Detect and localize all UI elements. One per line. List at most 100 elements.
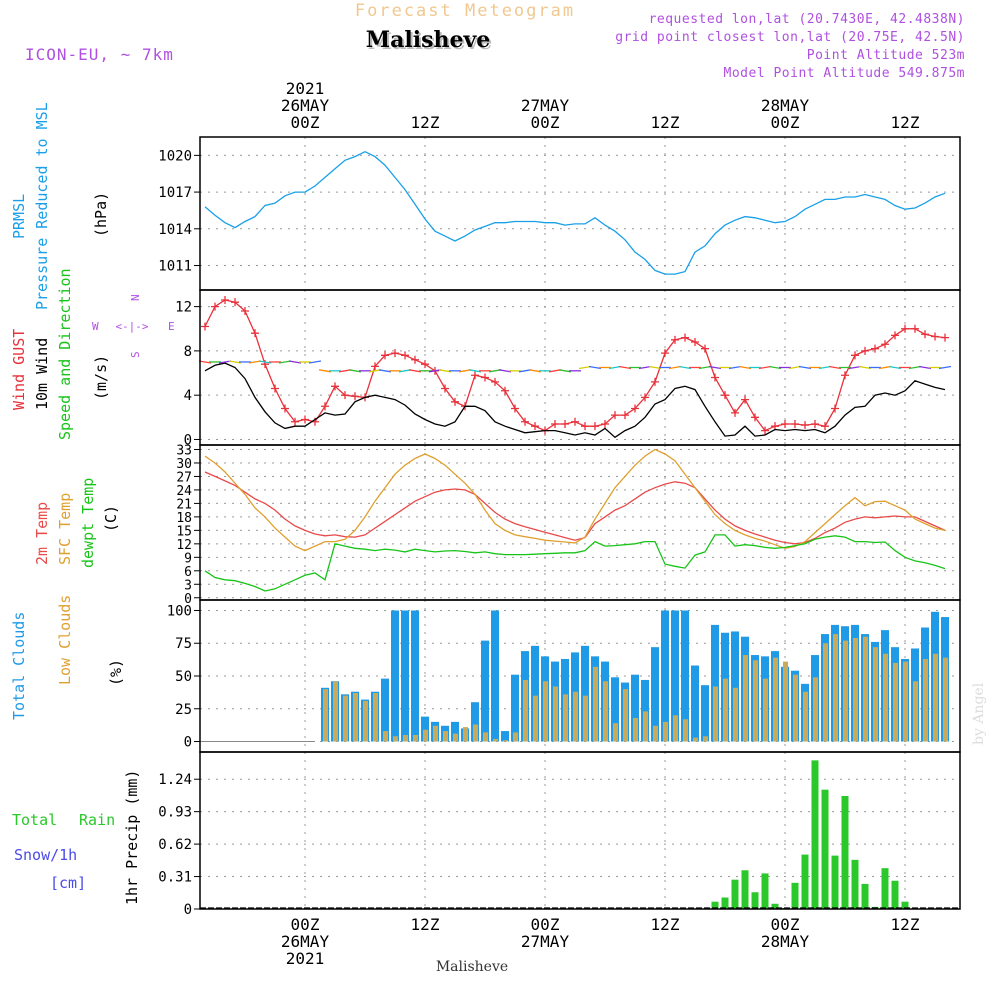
total-cloud-bar [581, 645, 589, 742]
total-cloud-bar [661, 610, 669, 742]
low-cloud-bar [553, 686, 558, 742]
low-cloud-bar [843, 640, 848, 742]
temp-ytick-label: 27 [176, 470, 192, 485]
wind-direction-arrow [408, 369, 422, 373]
low-cloud-bar [923, 658, 928, 742]
rain-bar [731, 879, 739, 909]
gust-marker [231, 298, 239, 307]
gust-line [204, 299, 946, 432]
rain-bar [861, 883, 869, 909]
low-cloud-bar [863, 636, 868, 742]
gust-marker [671, 335, 679, 344]
wind-ytick-label: 12 [175, 300, 192, 316]
precip-ytick-label: 0 [184, 902, 192, 918]
rain-bar [711, 901, 719, 909]
low-cloud-bar [773, 657, 778, 742]
temp-ytick-label: 0 [184, 592, 192, 607]
low-cloud-bar [723, 678, 728, 742]
wind-direction-arrow [318, 369, 332, 373]
gust-marker [221, 295, 229, 304]
pressure-panel-frame [199, 136, 961, 291]
total-cloud-bar [641, 679, 649, 742]
low-cloud-bar [353, 693, 358, 742]
gust-marker [821, 422, 829, 431]
gust-marker [861, 346, 869, 355]
low-cloud-bar [563, 694, 568, 742]
clouds-ytick-label: 0 [184, 735, 192, 751]
rain-bar [721, 897, 729, 909]
bottom-time-label: 27MAY [521, 932, 570, 951]
low-cloud-bar [593, 666, 598, 742]
wind10m-line [204, 362, 946, 439]
low-cloud-bar [713, 686, 718, 742]
gust-marker [731, 408, 739, 417]
precip-axis-label: 1hr Precip (mm) [123, 770, 141, 905]
total-cloud-bar [501, 731, 509, 742]
low-cloud-bar [903, 661, 908, 742]
rain-bar [791, 882, 799, 909]
low-cloud-bar [463, 727, 468, 742]
wind-ytick-label: 4 [184, 388, 192, 404]
wind-direction-arrow [798, 365, 812, 370]
low-clouds-label: Low Clouds [56, 595, 74, 685]
pressure-ytick-label: 1020 [158, 148, 192, 164]
gust-marker [841, 371, 849, 380]
gust-marker [391, 349, 399, 358]
total-cloud-bar [731, 631, 739, 742]
footer-station: Malisheve [436, 959, 508, 975]
temp2m-line [204, 471, 946, 545]
temp-ytick-label: 6 [184, 565, 192, 580]
requested-coords: requested lon,lat (20.7430E, 42.4838N) [649, 12, 965, 27]
gust-marker [201, 322, 209, 331]
station-title: Malisheve [366, 27, 490, 53]
rain-bar [831, 855, 839, 909]
total-cloud-bar [381, 678, 389, 742]
low-cloud-bar [823, 643, 828, 742]
sfc-temp-label: SFC Temp [56, 493, 74, 565]
gust-marker [411, 355, 419, 364]
total-cloud-bar [531, 645, 539, 742]
low-cloud-bar [373, 693, 378, 742]
pressure-ytick-label: 1014 [158, 222, 192, 238]
wind-ytick-label: 8 [184, 344, 192, 360]
low-cloud-bar [433, 725, 438, 742]
low-cloud-bar [413, 734, 418, 742]
gust-marker [631, 404, 639, 413]
clouds-unit: (%) [107, 659, 125, 686]
gust-marker [301, 415, 309, 424]
gust-marker [581, 422, 589, 431]
wind-direction-arrow [308, 360, 322, 364]
low-cloud-bar [653, 725, 658, 742]
low-cloud-bar [513, 732, 518, 742]
low-cloud-bar [333, 681, 338, 742]
low-cloud-bar [643, 711, 648, 742]
low-cloud-bar [453, 733, 458, 742]
top-time-label: 26MAY [281, 96, 330, 115]
low-cloud-bar [793, 674, 798, 742]
station-title-shadow: Malisheve [368, 29, 492, 55]
bottom-time-label: 00Z [291, 915, 320, 934]
total-clouds-label: Total Clouds [10, 612, 28, 720]
bottom-time-label: 28MAY [761, 932, 810, 951]
low-cloud-bar [803, 691, 808, 742]
total-cloud-bar [491, 610, 499, 742]
total-cloud-bar [511, 674, 519, 742]
credit-watermark: by Angel [971, 682, 987, 745]
total-cloud-bar [401, 610, 409, 742]
bottom-time-label: 00Z [531, 915, 560, 934]
data-layer: 1011101410171020048120369121518212427303… [158, 79, 960, 968]
total-cloud-bar [691, 665, 699, 742]
wind-direction-arrow [918, 365, 932, 370]
clouds-ytick-label: 50 [175, 669, 192, 685]
gust-marker [531, 422, 539, 431]
wind-direction-arrow [348, 369, 362, 373]
gust-marker [561, 419, 569, 428]
low-cloud-bar [783, 661, 788, 742]
wind-direction-arrow [588, 365, 602, 370]
gust-marker [911, 324, 919, 333]
point-altitude: Point Altitude 523m [807, 48, 965, 63]
gust-marker [401, 351, 409, 360]
total-cloud-bar [651, 647, 659, 742]
low-cloud-bar [323, 689, 328, 742]
gust-marker [211, 302, 219, 311]
